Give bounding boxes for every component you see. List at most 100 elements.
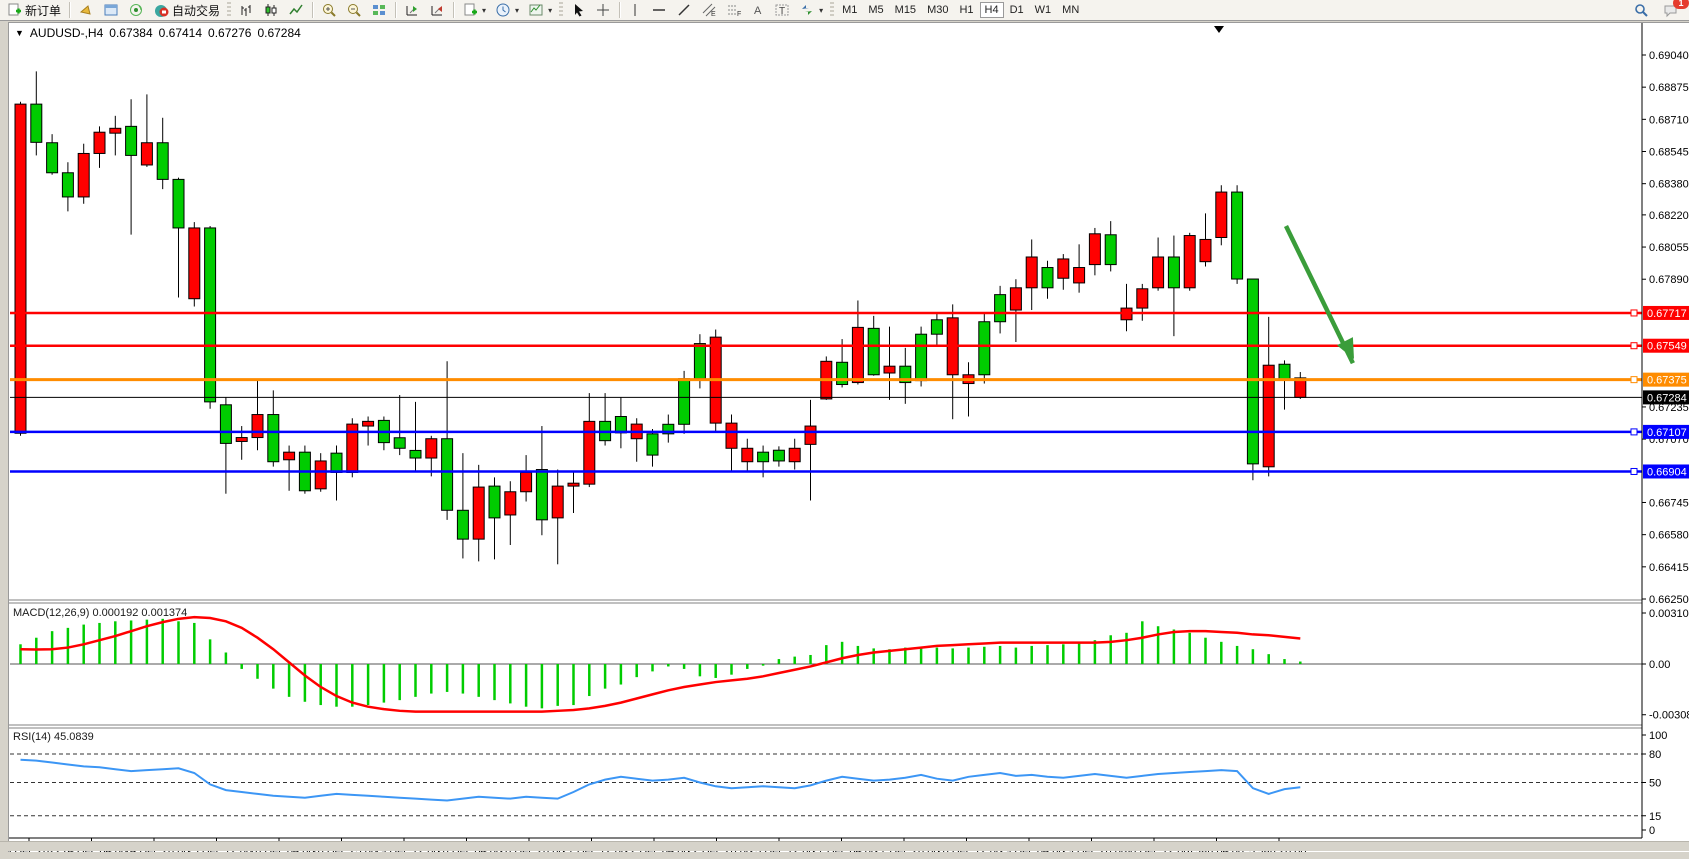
candle[interactable] <box>251 414 264 439</box>
candle[interactable] <box>14 103 27 434</box>
candle[interactable] <box>441 438 454 511</box>
candle[interactable] <box>883 365 896 374</box>
chart-canvas[interactable]: 0.69040 0.68875 0.68710 0.68545 0.68380 0.682… <box>9 23 1689 852</box>
candle[interactable] <box>188 227 201 300</box>
hline-button[interactable] <box>647 0 671 20</box>
candle[interactable] <box>1104 234 1117 266</box>
line-handle[interactable] <box>1630 428 1638 436</box>
step-forward-button[interactable] <box>400 0 424 20</box>
chevron-down-icon[interactable]: ▼ <box>15 28 24 38</box>
candle[interactable] <box>1025 256 1038 289</box>
candle[interactable] <box>1136 288 1149 309</box>
main-pane[interactable] <box>10 71 1642 565</box>
candle[interactable] <box>314 460 327 490</box>
candle[interactable] <box>614 415 627 434</box>
candle[interactable] <box>583 420 596 485</box>
tab-d1[interactable]: D1 <box>1009 4 1024 16</box>
tab-h1[interactable]: H1 <box>959 4 974 16</box>
candle[interactable] <box>235 437 248 442</box>
candle[interactable] <box>678 378 691 425</box>
new-order-button[interactable]: 新订单 <box>2 0 65 20</box>
step-back-button[interactable] <box>425 0 449 20</box>
toolbar-grip[interactable] <box>830 2 835 18</box>
tab-m15[interactable]: M15 <box>894 4 917 16</box>
candle[interactable] <box>456 509 469 540</box>
templates-button[interactable]: ▾ <box>524 0 556 20</box>
candle[interactable] <box>1199 238 1212 263</box>
candle[interactable] <box>1231 191 1244 280</box>
candle[interactable] <box>1278 363 1291 381</box>
tab-m5[interactable]: M5 <box>868 4 884 16</box>
macd-pane[interactable] <box>10 615 1642 713</box>
candle[interactable] <box>836 361 849 386</box>
candle[interactable] <box>520 471 533 493</box>
candle[interactable] <box>788 447 801 463</box>
candle[interactable] <box>535 469 548 521</box>
zoom-out-button[interactable] <box>342 0 366 20</box>
toolbar-grip[interactable] <box>559 2 564 18</box>
candle[interactable] <box>1041 267 1054 289</box>
tab-w1[interactable]: W1 <box>1034 4 1052 16</box>
candle[interactable] <box>219 404 232 444</box>
tile-windows-button[interactable] <box>367 0 391 20</box>
tab-m1[interactable]: M1 <box>842 4 858 16</box>
chart-shift-marker[interactable] <box>1214 26 1224 33</box>
candle[interactable] <box>93 131 106 154</box>
candle[interactable] <box>472 486 485 540</box>
toolbar-grip[interactable] <box>227 2 232 18</box>
candle[interactable] <box>915 333 928 382</box>
candle[interactable] <box>77 152 90 198</box>
chart-window[interactable]: 0.69040 0.68875 0.68710 0.68545 0.68380 0.682… <box>8 22 1689 852</box>
candle[interactable] <box>61 172 74 198</box>
candlestick-button[interactable] <box>259 0 283 20</box>
candle[interactable] <box>1183 235 1196 289</box>
line-handle[interactable] <box>1630 342 1638 350</box>
candle[interactable] <box>567 482 580 487</box>
candle[interactable] <box>741 447 754 463</box>
crosshair-button[interactable] <box>591 0 615 20</box>
fibonacci-button[interactable]: F <box>722 0 746 20</box>
candle[interactable] <box>757 451 770 463</box>
candle[interactable] <box>804 425 817 445</box>
candle[interactable] <box>772 449 785 462</box>
candle[interactable] <box>1215 191 1228 238</box>
candle[interactable] <box>930 319 943 335</box>
rsi-pane[interactable] <box>10 753 1642 817</box>
candle[interactable] <box>1152 256 1165 289</box>
periods-button[interactable]: ▾ <box>491 0 523 20</box>
candle[interactable] <box>393 437 406 449</box>
candle[interactable] <box>504 491 517 516</box>
bar-chart-button[interactable] <box>234 0 258 20</box>
candle[interactable] <box>662 423 675 435</box>
candle[interactable] <box>1057 258 1070 279</box>
candle[interactable] <box>1246 278 1259 465</box>
tab-mn[interactable]: MN <box>1062 4 1080 16</box>
signals-button[interactable] <box>124 0 148 20</box>
vline-button[interactable] <box>624 0 646 20</box>
candle[interactable] <box>172 178 185 229</box>
candle[interactable] <box>425 438 438 459</box>
candle[interactable] <box>283 451 296 461</box>
candle[interactable] <box>140 142 153 166</box>
candle[interactable] <box>1167 256 1180 289</box>
hlines-group[interactable] <box>10 309 1642 475</box>
candle[interactable] <box>978 321 991 376</box>
line-handle[interactable] <box>1630 467 1638 475</box>
alert-button[interactable] <box>74 0 98 20</box>
candle[interactable] <box>867 327 880 376</box>
candle[interactable] <box>1262 364 1275 468</box>
candle[interactable] <box>109 127 122 134</box>
text-button[interactable]: A <box>747 0 769 20</box>
candle[interactable] <box>899 365 912 384</box>
trend-arrow-annotation[interactable] <box>1283 225 1355 365</box>
label-button[interactable]: T <box>770 0 794 20</box>
line-handle[interactable] <box>1630 309 1638 317</box>
candle[interactable] <box>409 449 422 459</box>
tab-m30[interactable]: M30 <box>927 4 949 16</box>
candle[interactable] <box>551 485 564 519</box>
candle[interactable] <box>725 422 738 449</box>
channel-button[interactable]: E <box>697 0 721 20</box>
candle[interactable] <box>1073 267 1086 284</box>
price-axis[interactable]: 0.69040 0.68875 0.68710 0.68545 0.68380 0.682… <box>9 23 1689 839</box>
candle[interactable] <box>30 103 43 143</box>
